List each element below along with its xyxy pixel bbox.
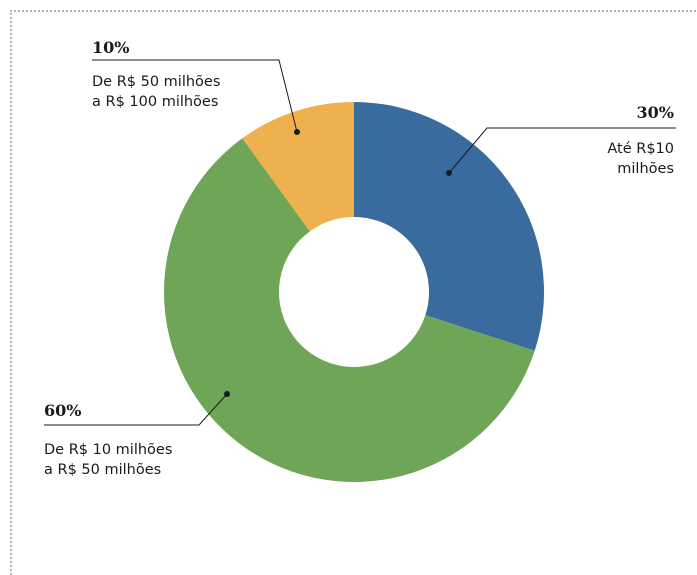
slice-1-label-line-1: De R$ 10 milhões <box>44 442 172 458</box>
donut-slice-0 <box>354 102 544 351</box>
leader-line-1 <box>44 393 228 426</box>
slice-0-percent: 30% <box>637 103 674 122</box>
leader-line-2 <box>92 59 298 133</box>
chart-frame <box>10 10 697 575</box>
callout-slice-0: 30% Até R$10 milhões <box>446 103 676 177</box>
callout-slice-1: 60% De R$ 10 milhões a R$ 50 milhões <box>44 391 230 478</box>
slice-1-percent: 60% <box>44 401 81 420</box>
leader-dot-1 <box>224 391 230 397</box>
slice-0-label-line-1: Até R$10 <box>607 141 674 157</box>
donut-slice-2 <box>242 102 354 232</box>
leader-dot-0 <box>446 170 452 176</box>
slice-2-label-line-1: De R$ 50 milhões <box>92 74 220 90</box>
donut-slices <box>163 102 544 483</box>
leader-dot-2 <box>294 129 300 135</box>
callout-slice-2: 10% De R$ 50 milhões a R$ 100 milhões <box>92 38 300 135</box>
donut-slice-1 <box>163 138 535 483</box>
slice-2-percent: 10% <box>92 38 129 57</box>
slice-1-label-line-2: a R$ 50 milhões <box>44 462 161 478</box>
slice-2-label-line-2: a R$ 100 milhões <box>92 94 218 110</box>
leader-line-0 <box>448 127 676 174</box>
slice-0-label-line-2: milhões <box>617 161 674 177</box>
